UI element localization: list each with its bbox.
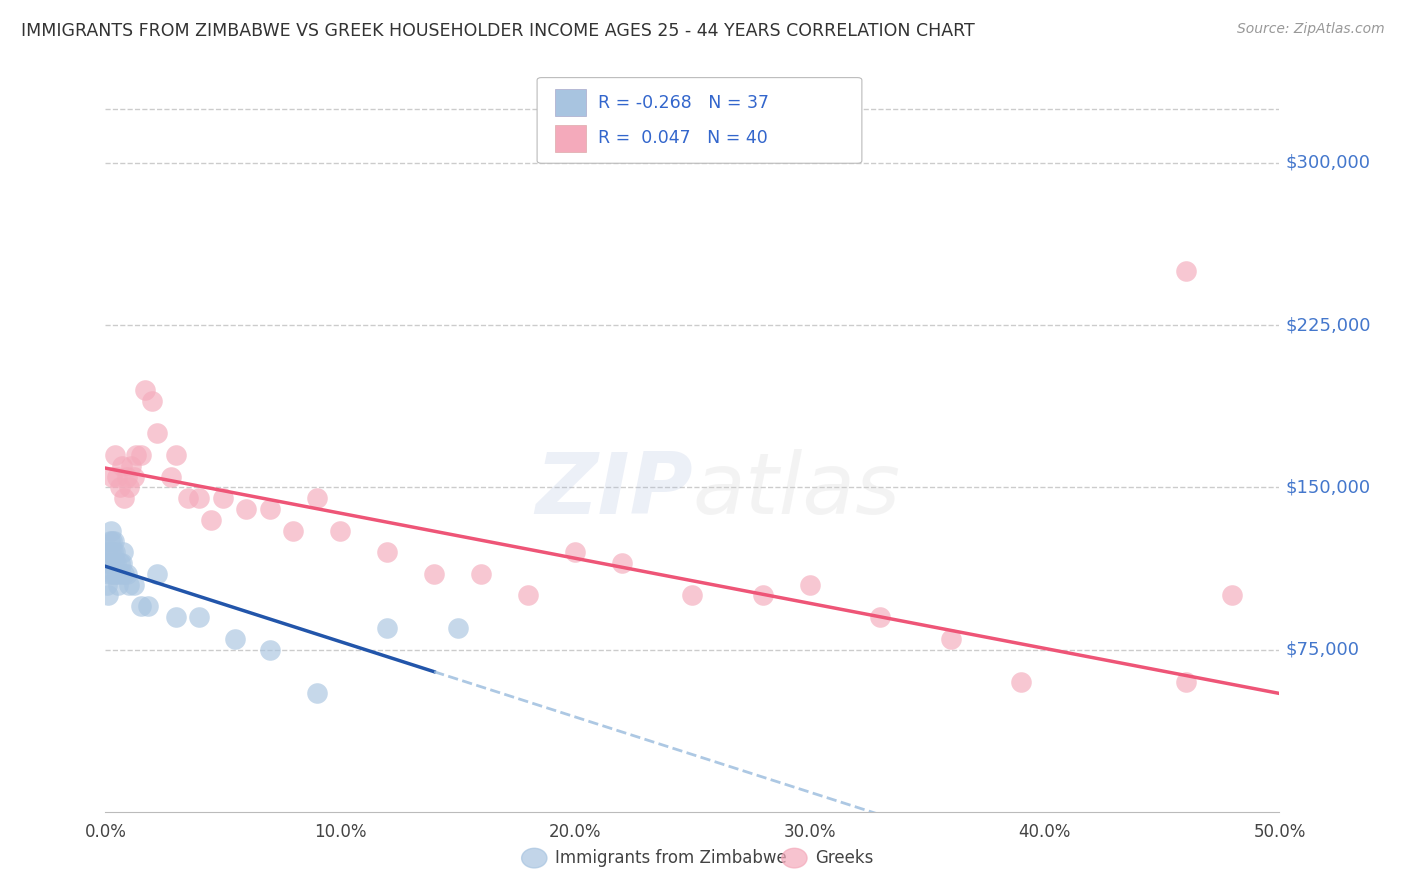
Point <box>105 556 128 570</box>
Point <box>100 524 122 538</box>
Point <box>115 566 138 581</box>
Point <box>470 566 492 581</box>
Point <box>115 469 138 483</box>
Point <box>176 491 198 505</box>
Point <box>681 589 703 603</box>
Point <box>136 599 159 614</box>
Point <box>100 545 122 559</box>
Point <box>165 610 187 624</box>
Point <box>259 642 281 657</box>
Point <box>97 589 120 603</box>
Point <box>103 556 125 570</box>
Point <box>799 577 821 591</box>
Point <box>107 577 129 591</box>
Point <box>125 448 148 462</box>
Point <box>101 545 124 559</box>
Point <box>517 589 540 603</box>
Point <box>160 469 183 483</box>
Point <box>259 502 281 516</box>
Text: $225,000: $225,000 <box>1285 316 1371 334</box>
Point <box>122 469 145 483</box>
Point <box>423 566 446 581</box>
Point <box>108 480 131 494</box>
Point <box>200 513 222 527</box>
Text: ZIP: ZIP <box>534 449 692 533</box>
Point <box>752 589 775 603</box>
Point <box>104 566 127 581</box>
Point <box>112 566 135 581</box>
Point <box>111 556 134 570</box>
Point <box>105 469 128 483</box>
Point <box>98 556 121 570</box>
Point <box>1174 675 1197 690</box>
Point <box>188 491 211 505</box>
Point <box>129 448 152 462</box>
Point <box>122 577 145 591</box>
Point <box>110 566 132 581</box>
Point <box>146 426 169 441</box>
Point <box>96 577 118 591</box>
Text: Greeks: Greeks <box>815 849 875 867</box>
Point <box>165 448 187 462</box>
Point <box>112 545 135 559</box>
Text: R = -0.268   N = 37: R = -0.268 N = 37 <box>598 94 769 112</box>
Point <box>447 621 470 635</box>
Point <box>118 577 141 591</box>
Text: atlas: atlas <box>692 449 900 533</box>
Text: IMMIGRANTS FROM ZIMBABWE VS GREEK HOUSEHOLDER INCOME AGES 25 - 44 YEARS CORRELAT: IMMIGRANTS FROM ZIMBABWE VS GREEK HOUSEH… <box>21 22 974 40</box>
Point <box>375 545 398 559</box>
Point <box>224 632 246 646</box>
Point <box>305 686 328 700</box>
Text: $75,000: $75,000 <box>1285 640 1360 658</box>
Point <box>129 599 152 614</box>
Point <box>939 632 962 646</box>
Point <box>283 524 305 538</box>
Text: R =  0.047   N = 40: R = 0.047 N = 40 <box>598 129 768 147</box>
Point <box>96 545 118 559</box>
Point <box>111 458 134 473</box>
Point <box>1222 589 1244 603</box>
Point <box>329 524 352 538</box>
Point <box>564 545 586 559</box>
Point <box>134 383 156 397</box>
Text: $300,000: $300,000 <box>1285 154 1369 172</box>
Text: $150,000: $150,000 <box>1285 478 1371 496</box>
Point <box>188 610 211 624</box>
Point <box>211 491 233 505</box>
Text: Immigrants from Zimbabwe: Immigrants from Zimbabwe <box>555 849 787 867</box>
Point <box>610 556 633 570</box>
Point <box>104 545 127 559</box>
Point <box>235 502 257 516</box>
Point <box>375 621 398 635</box>
Text: Source: ZipAtlas.com: Source: ZipAtlas.com <box>1237 22 1385 37</box>
Point <box>112 491 135 505</box>
Point <box>98 534 121 549</box>
Point <box>118 480 141 494</box>
Point <box>146 566 169 581</box>
Point <box>98 566 121 581</box>
Point <box>103 534 125 549</box>
Point <box>869 610 891 624</box>
Point <box>101 534 124 549</box>
Point <box>104 448 127 462</box>
Point <box>108 556 131 570</box>
Point <box>101 469 124 483</box>
Point <box>120 458 142 473</box>
Point <box>105 566 128 581</box>
Point <box>1174 264 1197 278</box>
Point <box>97 556 120 570</box>
Point <box>101 566 124 581</box>
Point <box>1010 675 1032 690</box>
Point <box>305 491 328 505</box>
Point <box>141 393 163 408</box>
